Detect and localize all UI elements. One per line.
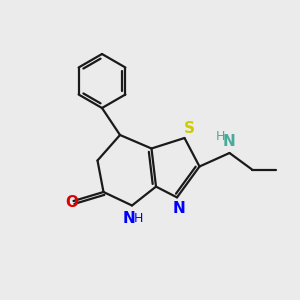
Text: O: O	[65, 195, 79, 210]
Text: S: S	[184, 121, 194, 136]
Text: N: N	[172, 201, 185, 216]
Text: H: H	[134, 212, 143, 225]
Text: H: H	[216, 130, 225, 143]
Text: N: N	[223, 134, 236, 149]
Text: N: N	[123, 211, 135, 226]
